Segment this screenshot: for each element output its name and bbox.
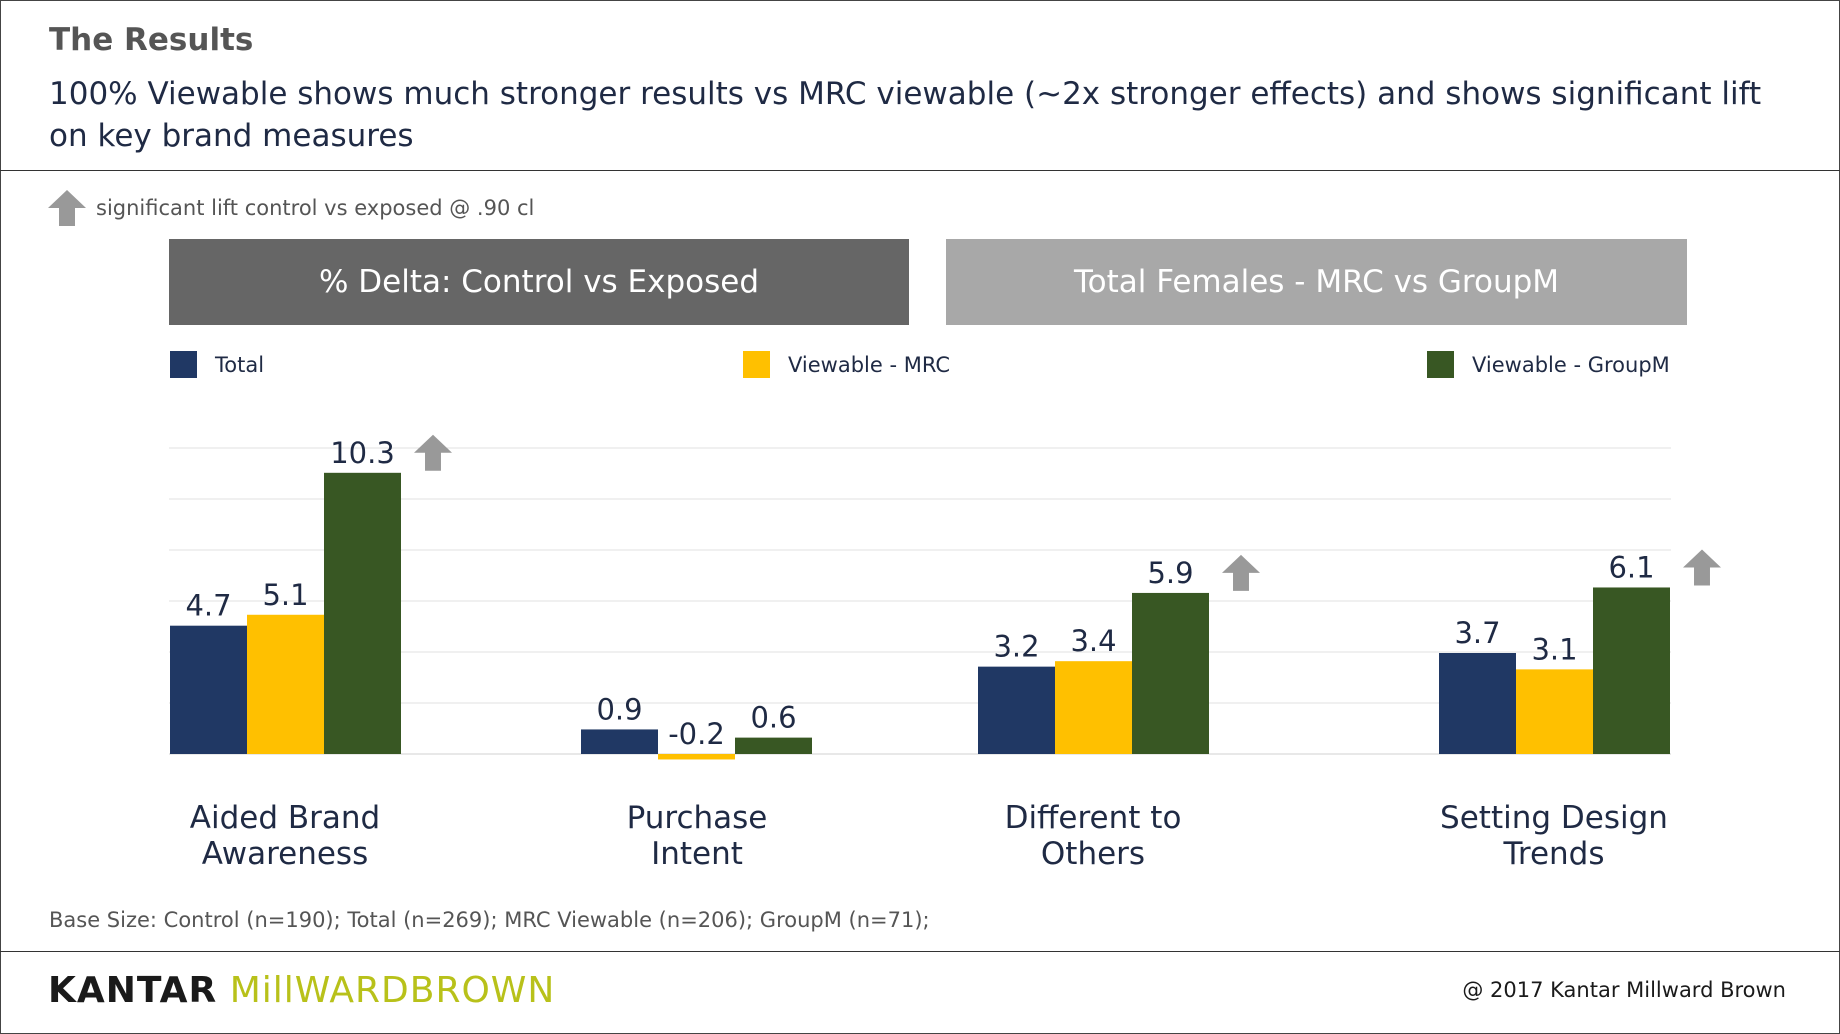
bar: [170, 625, 247, 754]
category-label-line: Trends: [1503, 836, 1605, 872]
category-label-line: Awareness: [201, 836, 369, 872]
bar: [1055, 661, 1132, 754]
header-divider: [0, 170, 1840, 171]
data-label: 3.7: [1454, 616, 1500, 650]
data-label: 3.4: [1070, 624, 1116, 658]
legend-label-total: Total: [215, 352, 265, 377]
data-label: 3.1: [1531, 632, 1577, 666]
category-label-different-to-others: Different to Others: [953, 800, 1233, 872]
legend-label-mrc: Viewable - MRC: [788, 352, 951, 377]
legend-item-groupm: Viewable - GroupM: [1427, 351, 1670, 378]
bar: [658, 754, 735, 760]
up-arrow-icon: [48, 190, 86, 226]
banner-comparison: Total Females - MRC vs GroupM: [946, 239, 1687, 325]
significance-note: significant lift control vs exposed @ .9…: [48, 190, 534, 226]
data-label: 6.1: [1608, 550, 1654, 584]
legend-swatch-total: [170, 351, 197, 378]
data-label: 5.1: [262, 578, 308, 612]
bar: [324, 472, 401, 754]
legend-item-mrc: Viewable - MRC: [743, 351, 950, 378]
category-label-aided-brand-awareness: Aided Brand Awareness: [145, 800, 425, 872]
section-title: The Results: [49, 22, 254, 58]
kantar-millward-brown-logo: KANTAR MillWARDBROWN: [48, 970, 555, 1011]
logo-millwardbrown: MillWARDBROWN: [229, 970, 556, 1011]
base-size-note: Base Size: Control (n=190); Total (n=269…: [49, 908, 930, 932]
headline: 100% Viewable shows much stronger result…: [49, 76, 1762, 154]
data-label: 3.2: [993, 630, 1039, 664]
category-label-line: Aided Brand: [189, 800, 381, 836]
category-label-line: Different to: [1004, 800, 1182, 836]
bar: [581, 729, 658, 754]
bar: [247, 614, 324, 754]
bar: [1593, 587, 1670, 754]
footer-divider: [0, 951, 1840, 952]
data-label: 0.6: [750, 701, 796, 735]
category-label-line: Purchase: [626, 800, 768, 836]
category-label-line: Others: [1040, 836, 1146, 872]
legend-swatch-groupm: [1427, 351, 1454, 378]
bar: [978, 666, 1055, 754]
data-label: 5.9: [1147, 556, 1193, 590]
category-label-line: Setting Design: [1440, 800, 1668, 836]
significant-lift-arrow-icon: [414, 434, 452, 471]
bar: [735, 737, 812, 754]
data-label: 10.3: [330, 436, 395, 470]
category-label-line: Intent: [651, 836, 743, 872]
legend-label-groupm: Viewable - GroupM: [1472, 352, 1670, 377]
logo-kantar: KANTAR: [48, 970, 218, 1011]
legend-swatch-mrc: [743, 351, 770, 378]
category-label-setting-design-trends: Setting Design Trends: [1414, 800, 1694, 872]
data-label: 0.9: [596, 692, 642, 726]
legend-item-total: Total: [170, 351, 264, 378]
significance-note-text: significant lift control vs exposed @ .9…: [96, 196, 535, 220]
bar: [1516, 669, 1593, 754]
data-label: -0.2: [668, 717, 725, 751]
significant-lift-arrow-icon: [1222, 554, 1260, 591]
significant-lift-arrow-icon: [1683, 549, 1721, 586]
data-label: 4.7: [185, 589, 231, 623]
category-label-purchase-intent: Purchase Intent: [557, 800, 837, 872]
bar: [1132, 592, 1209, 754]
bar: [1439, 652, 1516, 754]
banner-delta: % Delta: Control vs Exposed: [169, 239, 909, 325]
copyright: @ 2017 Kantar Millward Brown: [1462, 978, 1786, 1002]
